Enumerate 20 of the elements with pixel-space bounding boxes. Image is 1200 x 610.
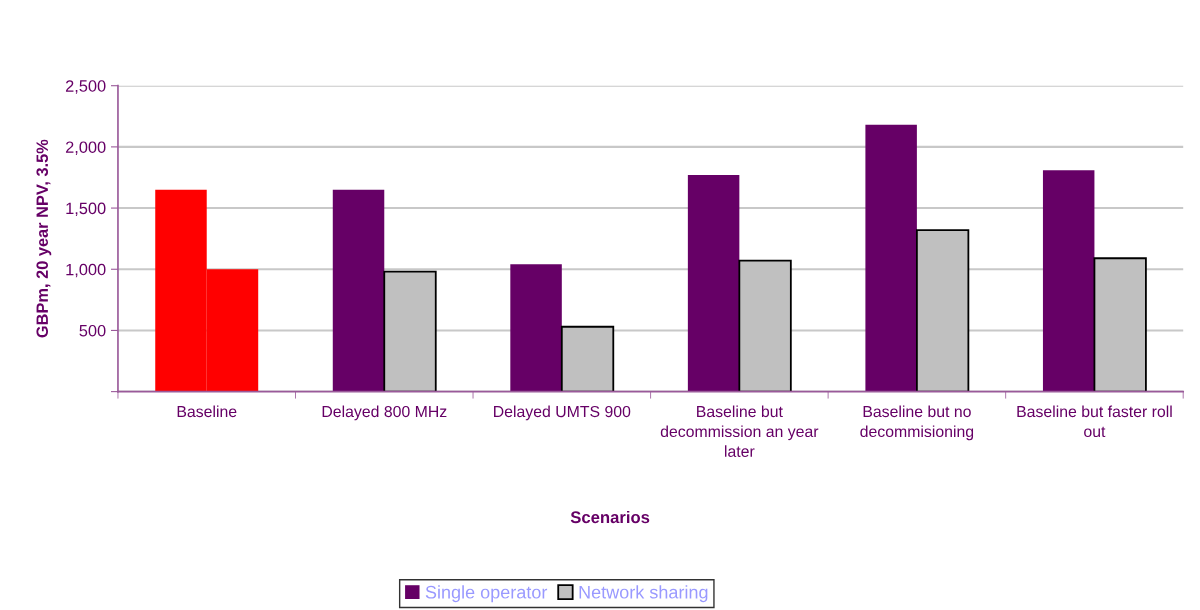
bar xyxy=(510,264,562,392)
x-tick-label: Baseline but no decommisioning xyxy=(860,405,974,441)
y-tick-label: 1,000 xyxy=(66,263,106,278)
legend-label: Single operator xyxy=(425,585,548,603)
bar xyxy=(687,175,740,392)
y-tick-label: 1,500 xyxy=(66,202,106,217)
x-tick-label: Baseline but decommission an year later xyxy=(660,405,819,457)
x-axis-title: Scenarios xyxy=(570,510,650,524)
y-tick-label: 500 xyxy=(79,324,106,337)
x-tick-label: Baseline xyxy=(177,405,237,418)
bar xyxy=(1042,170,1095,392)
x-tick-label: Delayed UMTS 900 xyxy=(494,405,631,421)
y-tick-label: 2,000 xyxy=(65,141,106,155)
bar xyxy=(865,124,917,392)
bar xyxy=(332,189,385,392)
x-tick-label: Delayed 800 MHz xyxy=(322,405,447,421)
legend-label: Network sharing xyxy=(579,585,708,603)
y-axis-title: GBPm, 20 year NPV, 3.5% xyxy=(36,139,52,338)
y-tick-label: 2,500 xyxy=(65,80,106,94)
x-tick-label: Baseline but faster roll out xyxy=(1017,405,1172,438)
